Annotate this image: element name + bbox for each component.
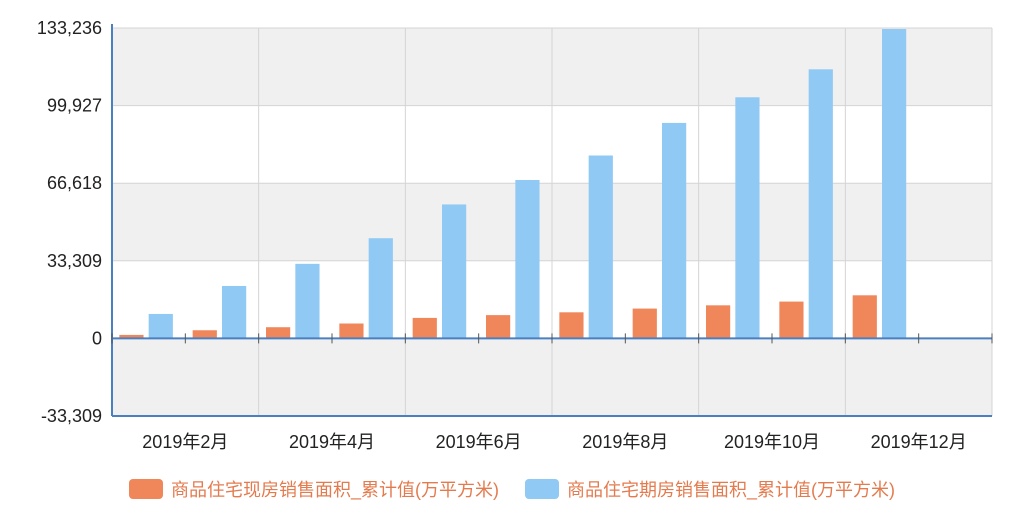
y-tick-label: 99,927 bbox=[47, 96, 102, 116]
x-tick-label: 2019年4月 bbox=[289, 432, 375, 452]
bars bbox=[119, 29, 907, 339]
bar-series-0-4[interactable] bbox=[412, 317, 437, 339]
bar-series-1-7[interactable] bbox=[662, 122, 687, 339]
x-tick-label: 2019年6月 bbox=[436, 432, 522, 452]
bar-series-1-1[interactable] bbox=[222, 285, 247, 339]
bar-series-0-0[interactable] bbox=[119, 334, 144, 339]
bar-series-1-6[interactable] bbox=[588, 155, 613, 339]
x-tick-label: 2019年8月 bbox=[582, 432, 668, 452]
bar-series-0-1[interactable] bbox=[192, 330, 217, 339]
legend-item-0[interactable]: 商品住宅现房销售面积_累计值(万平方米) bbox=[129, 476, 499, 502]
axes bbox=[111, 24, 993, 417]
bar-series-0-8[interactable] bbox=[706, 305, 731, 339]
bar-series-1-4[interactable] bbox=[442, 204, 467, 339]
y-tick-labels: 133,236 99,927 66,618 33,309 0 -33,309 bbox=[37, 18, 102, 426]
legend-item-1[interactable]: 商品住宅期房销售面积_累计值(万平方米) bbox=[525, 476, 895, 502]
x-tick-label: 2019年2月 bbox=[142, 432, 228, 452]
y-tick-label: -33,309 bbox=[41, 406, 102, 426]
y-tick-label: 0 bbox=[92, 328, 102, 348]
bar-series-1-8[interactable] bbox=[735, 97, 760, 339]
x-tick-label: 2019年12月 bbox=[871, 432, 967, 452]
bar-series-0-9[interactable] bbox=[779, 301, 804, 339]
bar-series-0-5[interactable] bbox=[486, 315, 511, 339]
bar-series-1-0[interactable] bbox=[148, 313, 173, 339]
legend-swatch-0 bbox=[129, 479, 163, 499]
y-tick-label: 33,309 bbox=[47, 251, 102, 271]
bar-series-0-6[interactable] bbox=[559, 312, 584, 339]
bar-series-1-3[interactable] bbox=[368, 238, 393, 339]
legend-swatch-1 bbox=[525, 479, 559, 499]
legend-label-1: 商品住宅期房销售面积_累计值(万平方米) bbox=[567, 480, 895, 500]
bar-series-1-10[interactable] bbox=[882, 29, 907, 339]
legend-label-0: 商品住宅现房销售面积_累计值(万平方米) bbox=[171, 480, 499, 500]
y-tick-label: 66,618 bbox=[47, 173, 102, 193]
x-tick-labels: 2019年2月 2019年4月 2019年6月 2019年8月 2019年10月 2019… bbox=[142, 432, 966, 452]
bar-series-0-10[interactable] bbox=[852, 295, 877, 339]
bar-chart-svg: 133,236 99,927 66,618 33,309 0 -33,309 2019年2… bbox=[37, 18, 993, 452]
bar-series-0-2[interactable] bbox=[266, 327, 291, 339]
bar-series-1-9[interactable] bbox=[808, 69, 833, 339]
bar-series-1-5[interactable] bbox=[515, 179, 540, 339]
bar-series-0-3[interactable] bbox=[339, 323, 364, 339]
y-tick-label: 133,236 bbox=[37, 18, 102, 38]
x-tick-label: 2019年10月 bbox=[724, 432, 820, 452]
legend: 商品住宅现房销售面积_累计值(万平方米) 商品住宅期房销售面积_累计值(万平方米… bbox=[0, 476, 1024, 502]
bar-series-1-2[interactable] bbox=[295, 263, 320, 339]
bar-series-0-7[interactable] bbox=[632, 308, 657, 339]
